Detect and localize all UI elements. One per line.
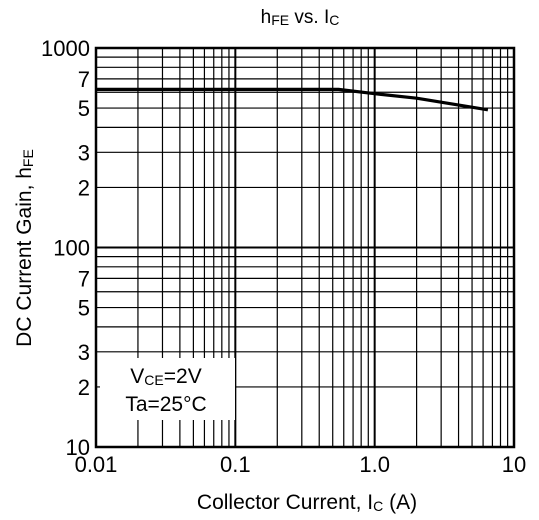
y-tick-label: 2 [78,375,90,400]
y-tick-labels: 1000 7 5 3 2 100 7 5 3 2 10 [41,36,90,460]
annotation-temperature: Ta=25°C [125,393,206,416]
plot-frame [94,46,516,449]
annotation-background [100,358,235,420]
y-tick-label: 1000 [41,36,90,61]
x-tick-label: 1.0 [359,452,390,477]
y-tick-label: 10 [66,435,90,460]
y-tick-label: 7 [78,266,90,291]
series-layer [96,87,489,112]
x-tick-label: 0.1 [220,452,251,477]
y-tick-label: 5 [78,296,90,321]
x-tick-label: 0.01 [75,452,118,477]
y-axis-label: DC Current Gain, hFE [13,149,36,347]
y-tick-label: 3 [78,140,90,165]
x-axis-label: Collector Current, IC (A) [197,491,417,514]
conditions-annotation: VCE=2V Ta=25°C [100,358,235,420]
y-tick-label: 7 [78,67,90,92]
x-tick-label: 10 [502,452,526,477]
annotation-vce: VCE=2V [130,365,201,388]
y-tick-label: 2 [78,175,90,200]
series-line [96,87,489,112]
x-tick-labels: 0.01 0.1 1.0 10 [75,452,527,477]
y-tick-label: 3 [78,340,90,365]
grid [96,48,514,447]
y-tick-label: 5 [78,96,90,121]
y-tick-label: 100 [53,236,90,261]
chart-title: hFE vs. IC [261,7,340,28]
